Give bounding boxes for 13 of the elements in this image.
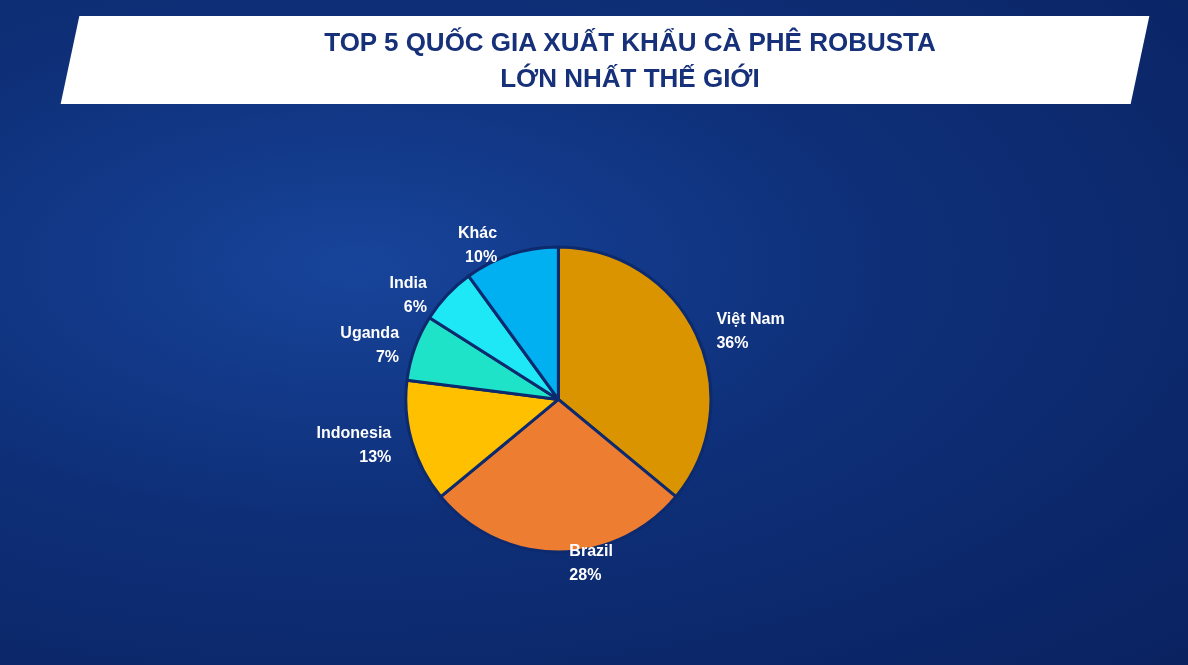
slice-label: Việt Nam (716, 309, 785, 327)
data-label: 6% (403, 298, 427, 316)
data-label: 28% (569, 565, 602, 583)
slice-label: India (389, 274, 428, 292)
data-label: 36% (716, 333, 749, 351)
slice-label: Brazil (569, 541, 613, 559)
chart-title: TOP 5 QUỐC GIA XUẤT KHẨU CÀ PHÊ ROBUSTA LỚN NHẤT THẾ GIỚI (323, 26, 937, 95)
slice-label: Khác (458, 224, 498, 242)
slice-label: Indonesia (316, 424, 392, 442)
data-label: 10% (465, 248, 498, 266)
data-label: 7% (375, 348, 400, 366)
data-label: 13% (359, 448, 392, 466)
slice-label: Uganda (340, 324, 400, 342)
